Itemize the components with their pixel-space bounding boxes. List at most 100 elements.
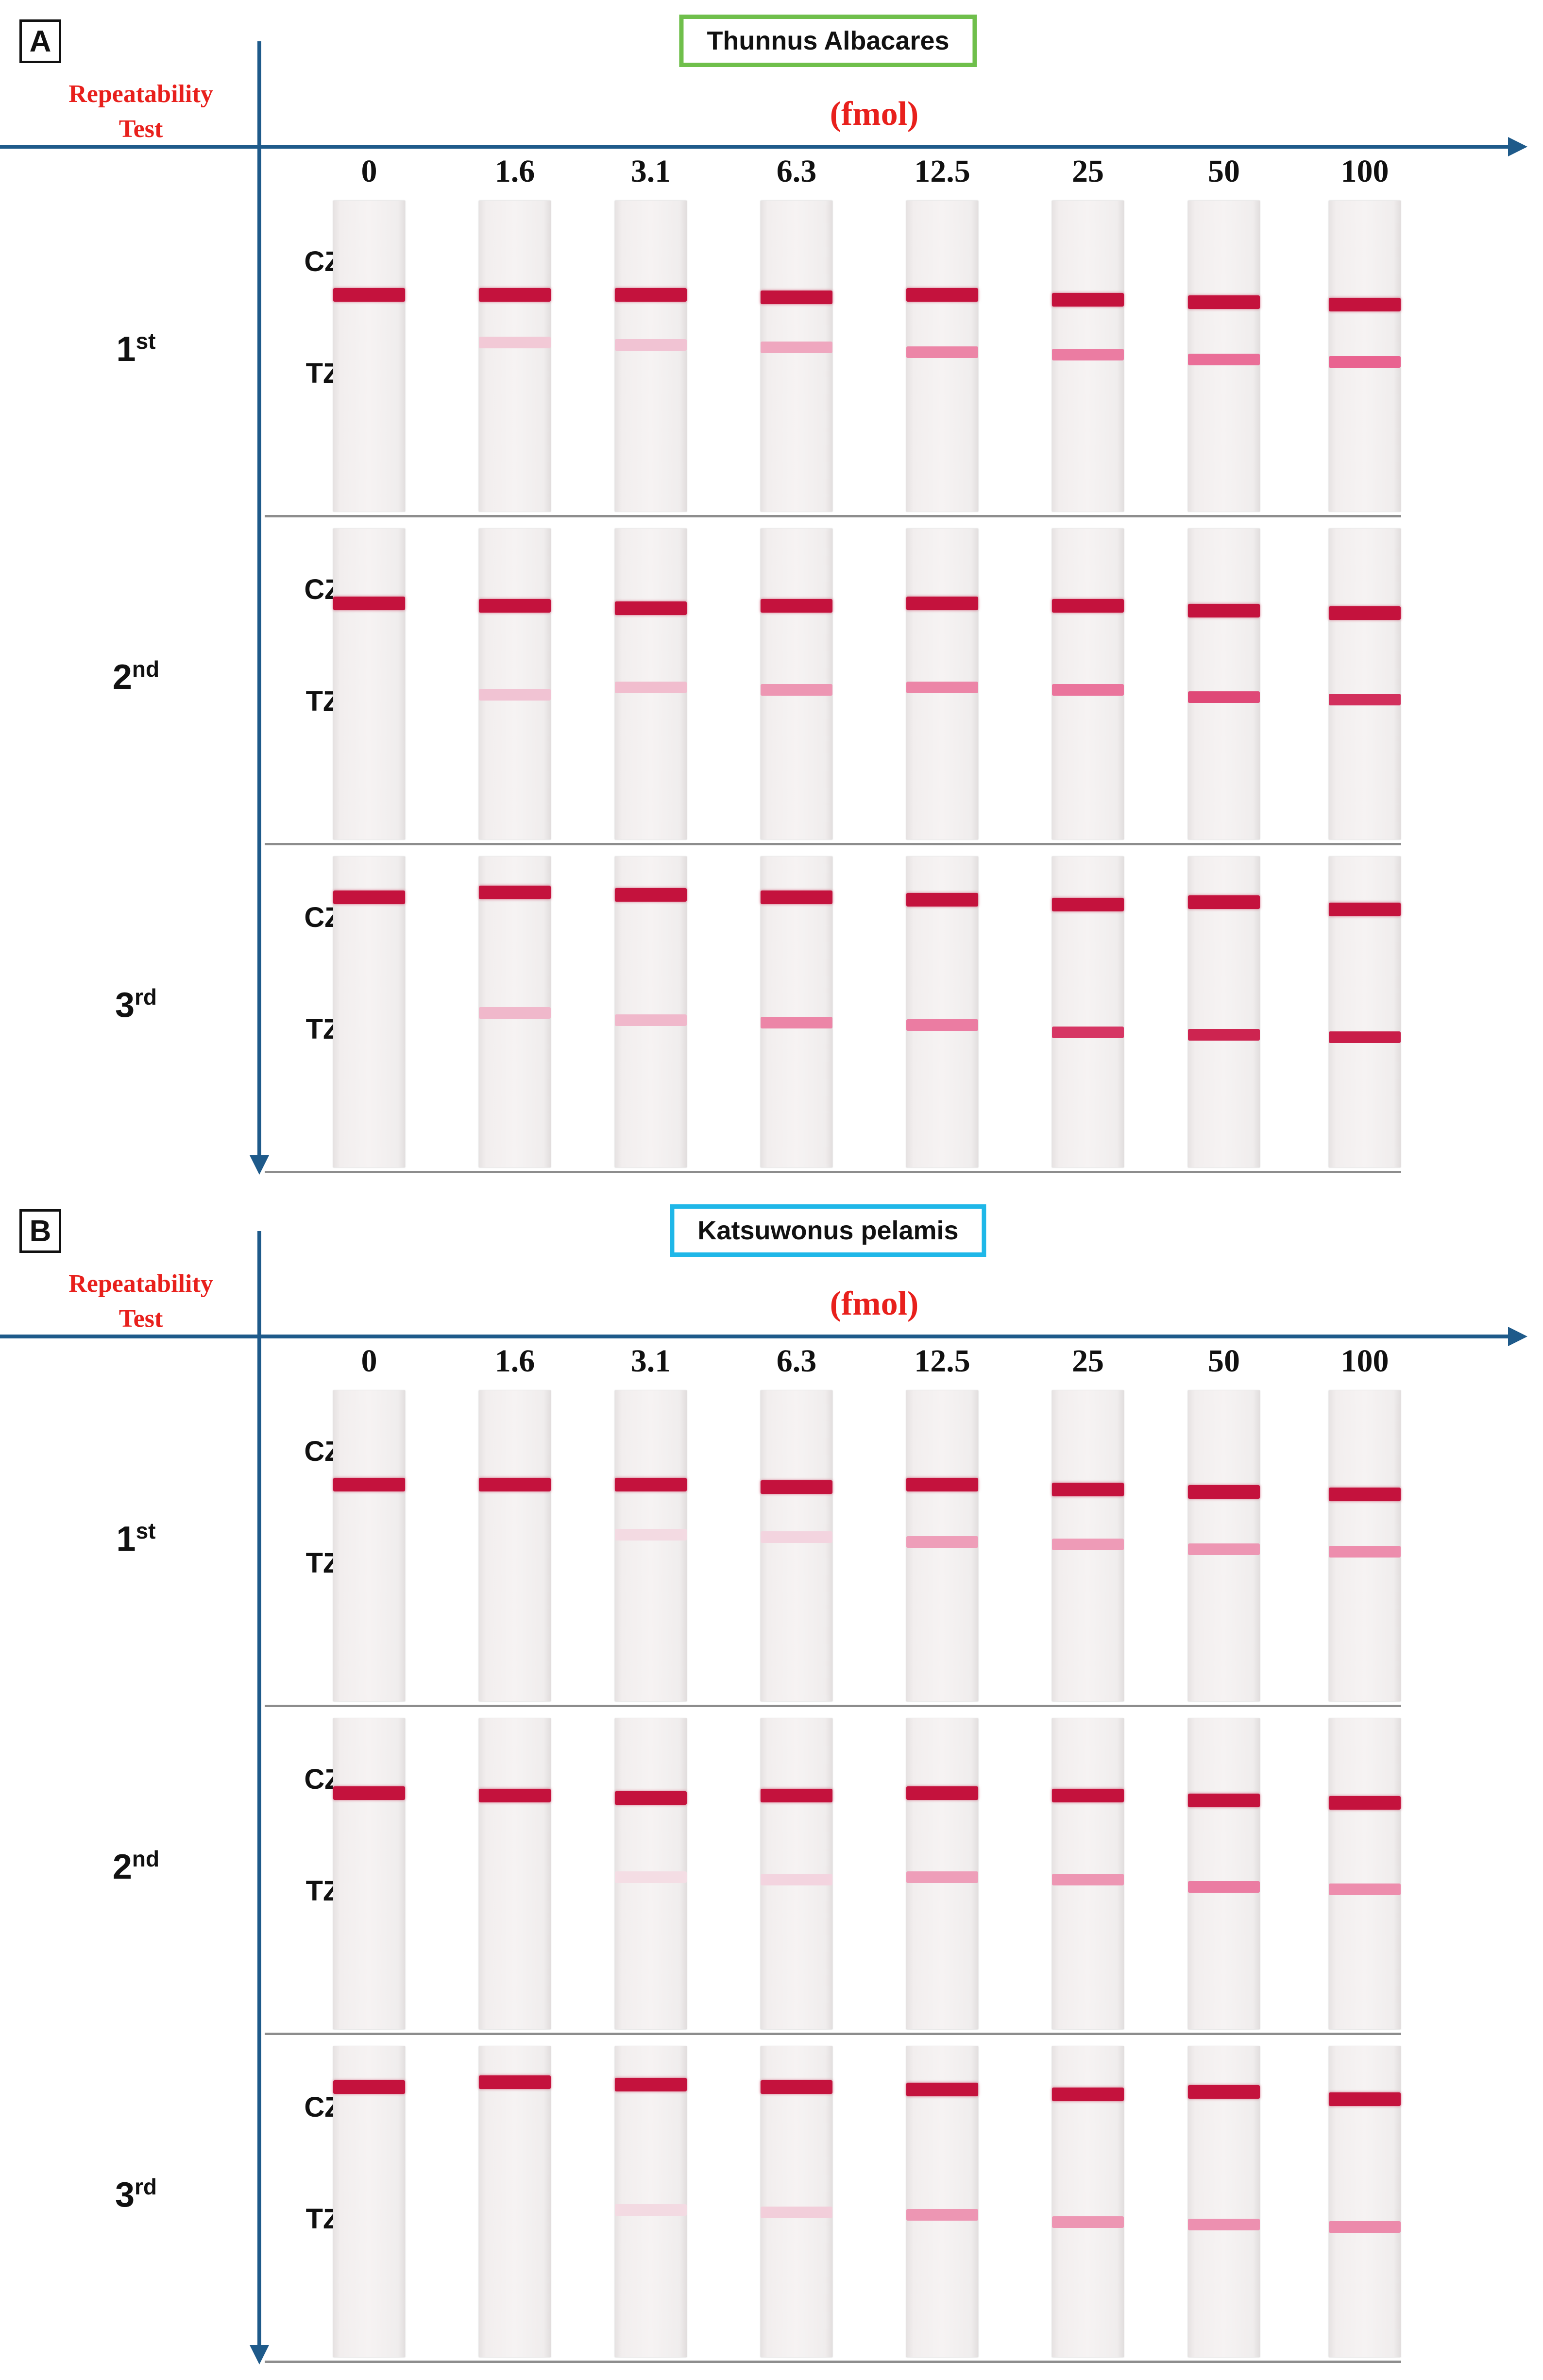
concentration-label-5: 25: [1072, 1343, 1104, 1379]
concentration-label-4: 12.5: [914, 154, 970, 189]
test-strip: [1052, 856, 1124, 1167]
test-band: [1188, 691, 1260, 703]
test-strip: [1188, 1390, 1260, 1701]
control-band: [615, 2078, 687, 2091]
test-strip: [906, 2046, 978, 2357]
repeatability-title: Repeatability Test: [68, 80, 213, 143]
test-strip: [1188, 201, 1260, 512]
test-strip: [1329, 529, 1401, 839]
concentration-label-2: 3.1: [630, 154, 671, 189]
control-band: [761, 291, 832, 304]
test-strip: [1188, 856, 1260, 1167]
control-band: [1188, 1794, 1260, 1807]
control-band: [1188, 895, 1260, 909]
test-strip: [1188, 529, 1260, 839]
test-strip: [1052, 529, 1124, 839]
concentration-axis: [0, 1335, 1510, 1338]
test-band: [1052, 1027, 1124, 1038]
test-band: [615, 1871, 687, 1883]
test-band: [479, 689, 551, 701]
concentration-label-2: 3.1: [630, 1343, 671, 1379]
concentration-label-6: 50: [1208, 154, 1240, 189]
panel-letter: A: [19, 19, 61, 63]
concentration-label-0: 0: [361, 154, 377, 189]
control-band: [333, 288, 405, 302]
repeat-row-label: 2nd: [112, 656, 160, 697]
test-band: [1329, 1546, 1401, 1558]
control-band: [906, 597, 978, 610]
test-band: [615, 339, 687, 351]
control-band: [761, 1480, 832, 1494]
test-band: [1052, 684, 1124, 696]
control-band: [1329, 2092, 1401, 2106]
test-band: [1052, 349, 1124, 360]
repeatability-title: Repeatability Test: [68, 1270, 213, 1333]
test-strip: [479, 1390, 551, 1701]
axis-arrowhead-right: [1508, 1327, 1527, 1346]
row-divider: [265, 2033, 1401, 2035]
test-strip: [761, 529, 832, 839]
test-strip: [333, 1390, 405, 1701]
repeat-row-3: 3rd CZ TZ: [0, 853, 1543, 1173]
control-band: [1052, 1483, 1124, 1496]
test-band: [761, 1017, 832, 1028]
concentration-unit-label: (fmol): [830, 95, 919, 133]
concentration-label-1: 1.6: [494, 154, 535, 189]
test-strip: [333, 856, 405, 1167]
row-divider: [265, 1171, 1401, 1173]
test-band: [761, 342, 832, 353]
panel-b: B Katsuwonus pelamis Repeatability Test …: [0, 1190, 1543, 2380]
repeat-row-label: 1st: [116, 1518, 156, 1558]
repeat-row-label: 3rd: [115, 2174, 157, 2214]
concentration-label-6: 50: [1208, 1343, 1240, 1379]
row-divider: [265, 515, 1401, 517]
control-band: [615, 1791, 687, 1805]
control-band: [761, 1789, 832, 1802]
control-band: [479, 1789, 551, 1802]
control-band: [1188, 604, 1260, 617]
control-band: [1052, 599, 1124, 613]
concentration-axis: [0, 145, 1510, 149]
test-band: [906, 1536, 978, 1548]
test-band: [1052, 1539, 1124, 1550]
test-strip: [615, 1390, 687, 1701]
control-band: [1052, 2088, 1124, 2101]
test-strip: [333, 201, 405, 512]
control-band: [1329, 903, 1401, 916]
control-band: [761, 599, 832, 613]
concentration-label-3: 6.3: [776, 154, 817, 189]
test-strip: [1052, 1718, 1124, 2029]
control-band: [761, 2080, 832, 2094]
concentration-label-7: 100: [1340, 154, 1389, 189]
test-strip: [479, 529, 551, 839]
control-band: [1188, 295, 1260, 309]
test-strip: [761, 201, 832, 512]
control-band: [333, 1786, 405, 1800]
control-band: [1188, 1485, 1260, 1499]
concentration-unit-label: (fmol): [830, 1285, 919, 1322]
test-strip: [479, 1718, 551, 2029]
test-band: [1052, 1874, 1124, 1885]
control-band: [615, 601, 687, 615]
test-band: [1329, 2221, 1401, 2233]
test-strip: [1329, 2046, 1401, 2357]
test-strip: [1052, 1390, 1124, 1701]
test-band: [906, 346, 978, 358]
test-band: [906, 1019, 978, 1031]
control-band: [906, 893, 978, 907]
test-band: [1052, 2216, 1124, 2228]
test-band: [1329, 1883, 1401, 1895]
test-band: [1329, 1031, 1401, 1043]
control-band: [479, 886, 551, 899]
control-band: [1329, 298, 1401, 311]
test-strip: [615, 529, 687, 839]
test-strip: [1052, 2046, 1124, 2357]
test-strip: [615, 2046, 687, 2357]
test-band: [1329, 356, 1401, 368]
test-strip: [479, 856, 551, 1167]
test-strip: [906, 1718, 978, 2029]
test-strip: [1329, 1718, 1401, 2029]
control-band: [906, 2083, 978, 2096]
repeat-row-1: 1st CZ TZ: [0, 1387, 1543, 1707]
test-band: [615, 1529, 687, 1541]
